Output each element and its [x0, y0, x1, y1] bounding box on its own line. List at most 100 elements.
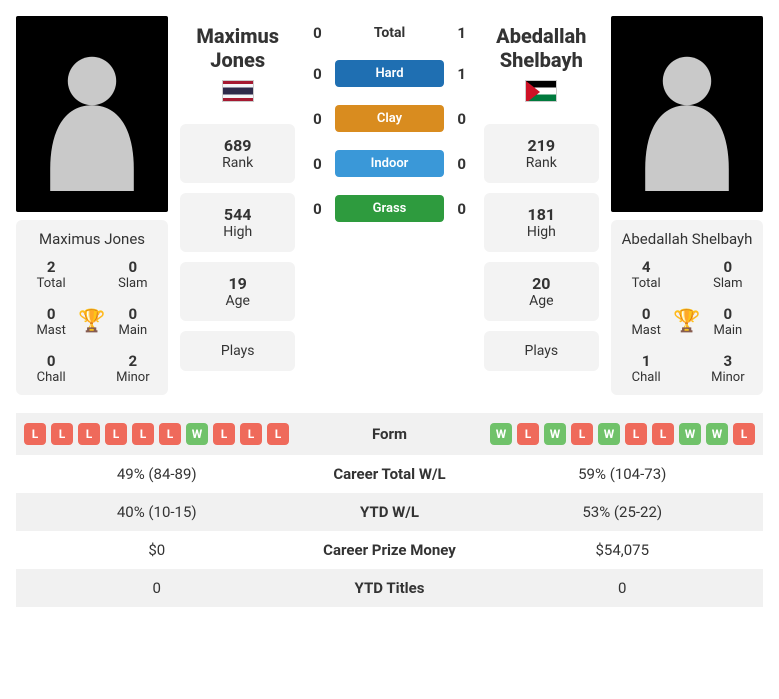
form-loss-chip[interactable]: L [652, 423, 674, 445]
h2h-right: 0 [452, 200, 472, 218]
form-win-chip[interactable]: W [706, 423, 728, 445]
form-loss-chip[interactable]: L [105, 423, 127, 445]
row-form: LLLLLLWLLL Form WLWLWLLWWL [16, 413, 763, 455]
p2-mast: 0Mast [619, 305, 673, 338]
player1-photo[interactable] [16, 16, 168, 212]
p1-mast: 0Mast [24, 305, 78, 338]
label-career-wl: Career Total W/L [290, 465, 490, 483]
player1-stats: 689Rank 544High 19Age Plays [180, 124, 295, 381]
p1-main: 0Main [106, 305, 160, 338]
h2h-left: 0 [307, 200, 327, 218]
form-loss-chip[interactable]: L [213, 423, 235, 445]
player2-name-big[interactable]: Abedallah Shelbayh [484, 24, 599, 72]
player1-name-big[interactable]: Maximus Jones [180, 24, 295, 72]
form-win-chip[interactable]: W [186, 423, 208, 445]
row-ytd-titles: 0 YTD Titles 0 [16, 569, 763, 607]
player1-mid: Maximus Jones 689Rank 544High 19Age Play… [180, 16, 295, 381]
form-win-chip[interactable]: W [544, 423, 566, 445]
surface-indoor[interactable]: Indoor [335, 150, 443, 177]
p1-slam: 0Slam [106, 258, 160, 291]
p1-minor: 2Minor [106, 352, 160, 385]
label-ytd-wl: YTD W/L [290, 503, 490, 521]
p1-total: 2Total [24, 258, 78, 291]
p1-plays: Plays [180, 331, 295, 371]
player2-mid: Abedallah Shelbayh 219Rank 181High 20Age… [484, 16, 599, 381]
comparison-top: Maximus Jones 2Total 0Slam 0Mast 🏆 0Main… [16, 16, 763, 395]
player2-form: WLWLWLLWWL [490, 423, 756, 445]
p1-high: 544High [180, 193, 295, 252]
form-loss-chip[interactable]: L [159, 423, 181, 445]
h2h-right: 0 [452, 110, 472, 128]
p1-rank: 689Rank [180, 124, 295, 183]
p1-prize: $0 [24, 541, 290, 559]
h2h-column: 0 Total 1 0 Hard 1 0 Clay 0 0 Indoor 0 0 Grass 0 [307, 16, 471, 222]
p2-career-wl: 59% (104-73) [490, 465, 756, 483]
p2-prize: $54,075 [490, 541, 756, 559]
p2-slam: 0Slam [701, 258, 755, 291]
surface-hard[interactable]: Hard [335, 60, 443, 87]
p2-ytd-titles: 0 [490, 579, 756, 597]
p2-high: 181High [484, 193, 599, 252]
form-loss-chip[interactable]: L [51, 423, 73, 445]
player2-stats: 219Rank 181High 20Age Plays [484, 124, 599, 381]
p1-ytd-titles: 0 [24, 579, 290, 597]
h2h-row-grass: 0 Grass 0 [307, 195, 471, 222]
player1-form: LLLLLLWLLL [24, 423, 290, 445]
player2-name-small[interactable]: Abedallah Shelbayh [619, 230, 755, 248]
player1-titles-card: Maximus Jones 2Total 0Slam 0Mast 🏆 0Main… [16, 220, 168, 395]
player1-titles-grid: 2Total 0Slam 0Mast 🏆 0Main 0Chall 2Minor [24, 258, 160, 385]
form-win-chip[interactable]: W [598, 423, 620, 445]
surface-grass[interactable]: Grass [335, 195, 443, 222]
label-form: Form [290, 425, 490, 443]
form-loss-chip[interactable]: L [24, 423, 46, 445]
form-loss-chip[interactable]: L [625, 423, 647, 445]
h2h-row-clay: 0 Clay 0 [307, 105, 471, 132]
row-ytd-wl: 40% (10-15) YTD W/L 53% (25-22) [16, 493, 763, 531]
form-loss-chip[interactable]: L [571, 423, 593, 445]
trophy-icon: 🏆 [673, 309, 700, 334]
player1-name-small[interactable]: Maximus Jones [24, 230, 160, 248]
p2-age: 20Age [484, 262, 599, 321]
h2h-row-indoor: 0 Indoor 0 [307, 150, 471, 177]
player2-column: Abedallah Shelbayh 4Total 0Slam 0Mast 🏆 … [611, 16, 763, 395]
form-loss-chip[interactable]: L [240, 423, 262, 445]
form-loss-chip[interactable]: L [733, 423, 755, 445]
form-loss-chip[interactable]: L [132, 423, 154, 445]
h2h-label-total: Total [335, 25, 443, 41]
p2-ytd-wl: 53% (25-22) [490, 503, 756, 521]
h2h-right: 0 [452, 155, 472, 173]
p2-minor: 3Minor [701, 352, 755, 385]
label-ytd-titles: YTD Titles [290, 579, 490, 597]
surface-clay[interactable]: Clay [335, 105, 443, 132]
row-prize: $0 Career Prize Money $54,075 [16, 531, 763, 569]
p1-career-wl: 49% (84-89) [24, 465, 290, 483]
p1-ytd-wl: 40% (10-15) [24, 503, 290, 521]
row-career-wl: 49% (84-89) Career Total W/L 59% (104-73… [16, 455, 763, 493]
player2-photo[interactable] [611, 16, 763, 212]
label-prize: Career Prize Money [290, 541, 490, 559]
h2h-row-hard: 0 Hard 1 [307, 60, 471, 87]
p1-age: 19Age [180, 262, 295, 321]
player2-titles-card: Abedallah Shelbayh 4Total 0Slam 0Mast 🏆 … [611, 220, 763, 395]
player1-flag-icon [222, 80, 254, 102]
h2h-left: 0 [307, 24, 327, 42]
player1-column: Maximus Jones 2Total 0Slam 0Mast 🏆 0Main… [16, 16, 168, 395]
form-win-chip[interactable]: W [679, 423, 701, 445]
h2h-right: 1 [452, 24, 472, 42]
p2-total: 4Total [619, 258, 673, 291]
player2-titles-grid: 4Total 0Slam 0Mast 🏆 0Main 1Chall 3Minor [619, 258, 755, 385]
h2h-left: 0 [307, 155, 327, 173]
form-loss-chip[interactable]: L [267, 423, 289, 445]
p2-rank: 219Rank [484, 124, 599, 183]
p2-plays: Plays [484, 331, 599, 371]
h2h-right: 1 [452, 65, 472, 83]
p2-main: 0Main [701, 305, 755, 338]
p1-chall: 0Chall [24, 352, 78, 385]
form-loss-chip[interactable]: L [78, 423, 100, 445]
comparison-table: LLLLLLWLLL Form WLWLWLLWWL 49% (84-89) C… [16, 413, 763, 607]
h2h-left: 0 [307, 65, 327, 83]
trophy-icon: 🏆 [78, 309, 105, 334]
h2h-left: 0 [307, 110, 327, 128]
form-loss-chip[interactable]: L [517, 423, 539, 445]
form-win-chip[interactable]: W [490, 423, 512, 445]
